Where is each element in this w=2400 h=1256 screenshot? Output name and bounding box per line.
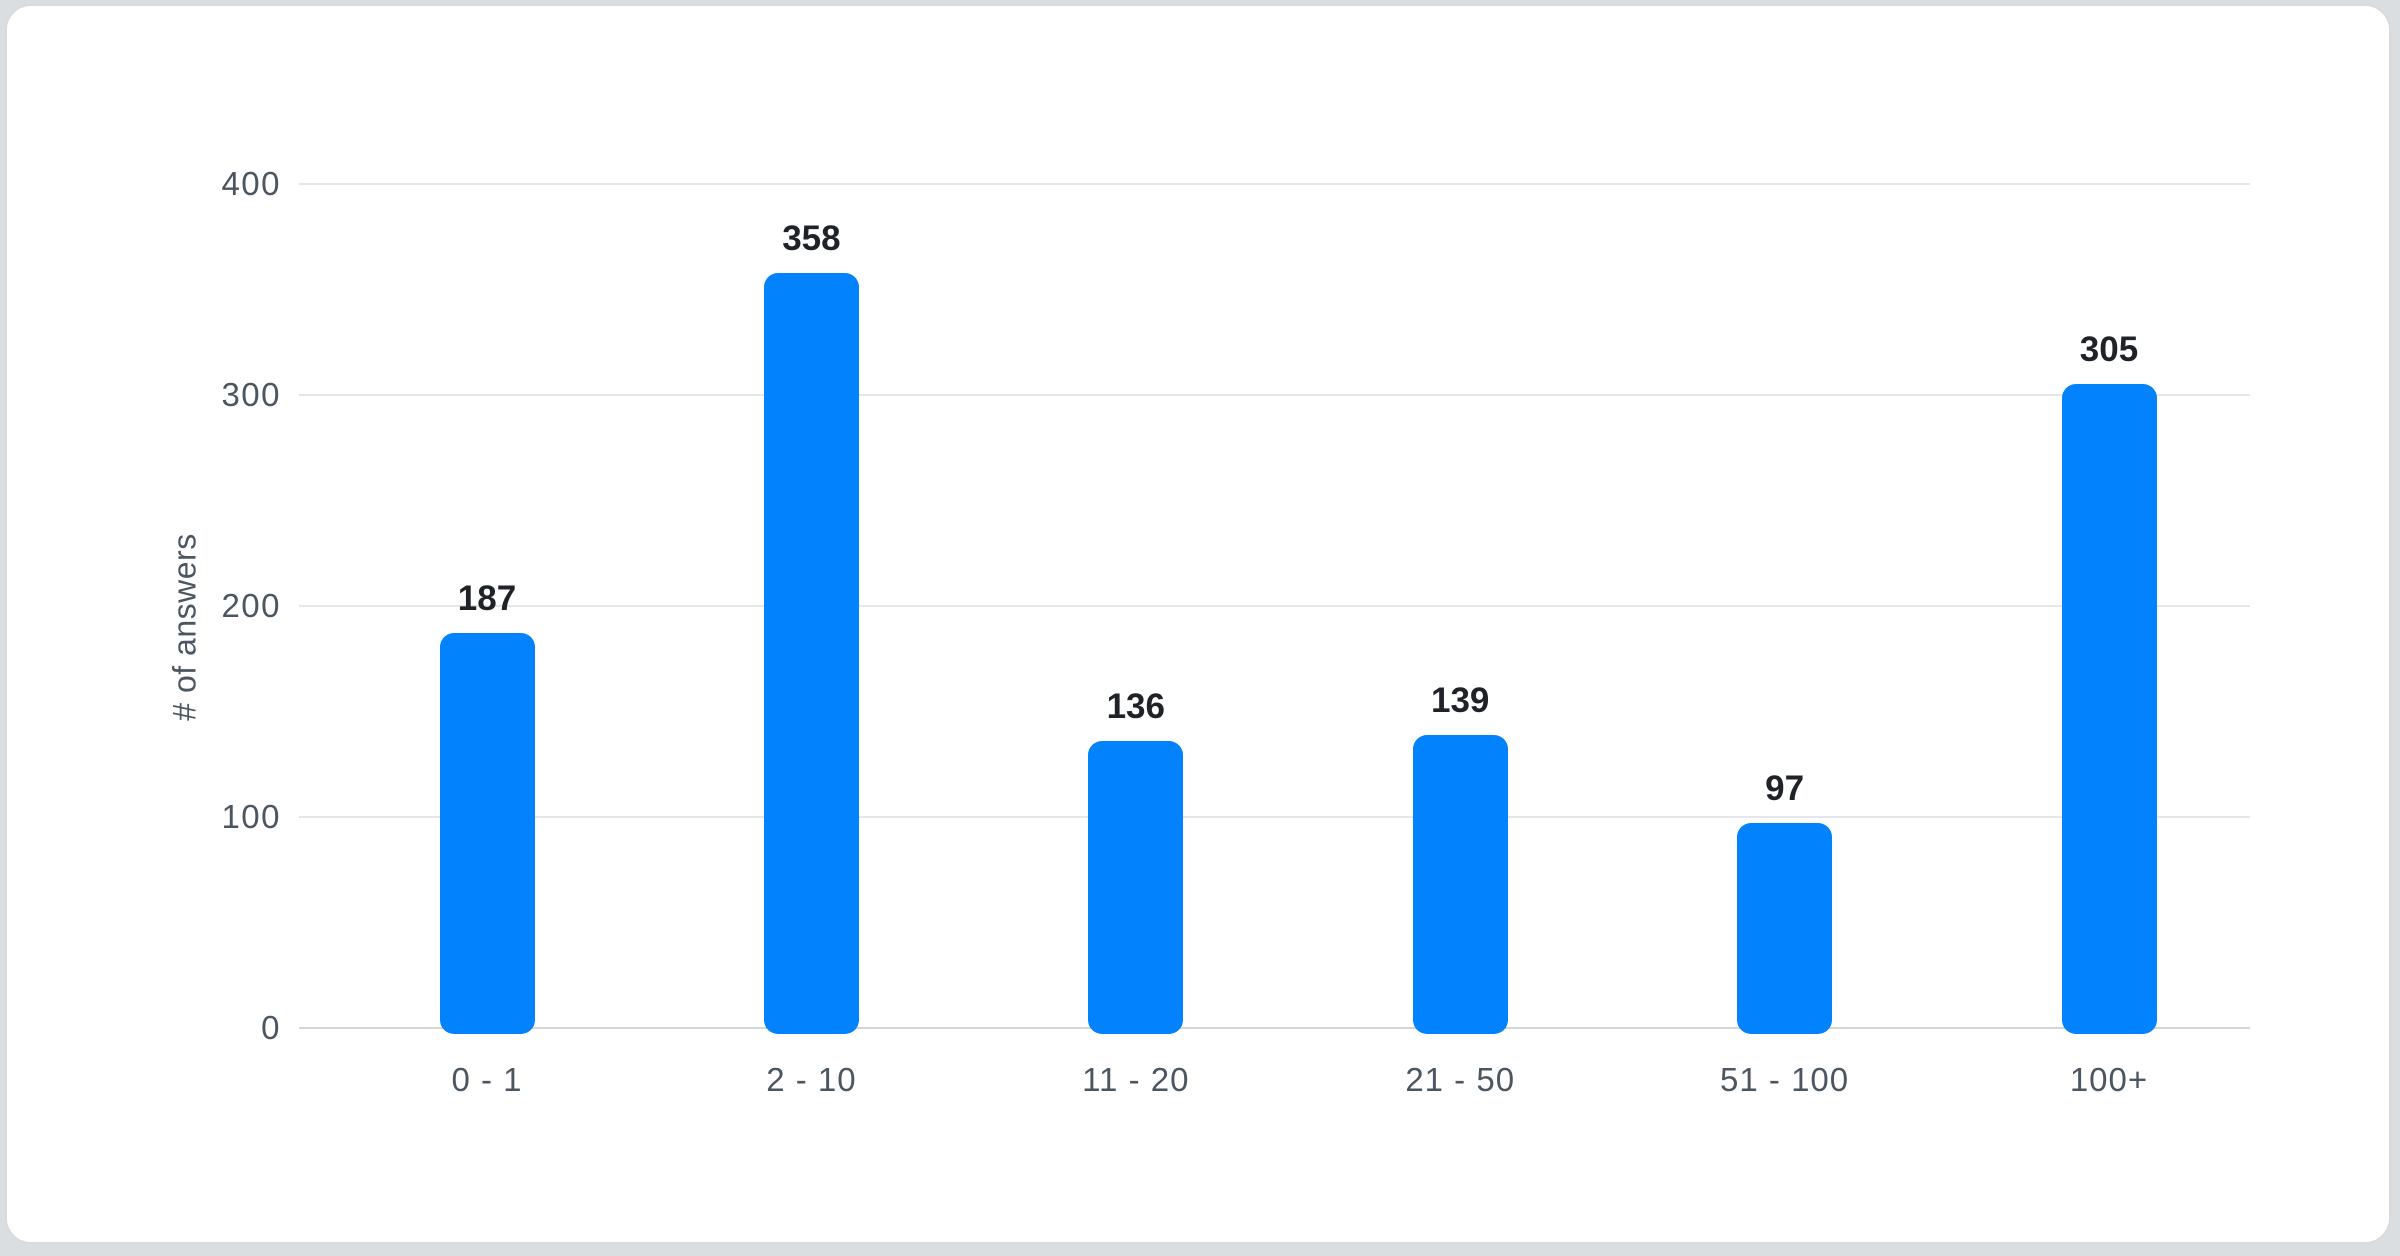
bar — [1412, 734, 1508, 1034]
x-axis-line — [299, 1027, 2250, 1029]
y-tick-label: 200 — [221, 587, 281, 624]
y-tick-label: 0 — [261, 1009, 281, 1046]
plot-area: 187 0 - 1 358 2 - 10 136 11 - 20 139 21 - 50 97 5… — [299, 183, 2250, 1098]
bar — [2061, 384, 2157, 1034]
bar — [439, 633, 535, 1034]
bar — [1088, 741, 1184, 1034]
x-tick-label: 0 - 1 — [451, 1061, 523, 1098]
gridline — [299, 605, 2250, 607]
bar-value-label: 139 — [1430, 680, 1490, 720]
gridline — [299, 183, 2250, 185]
x-tick-label: 51 - 100 — [1720, 1061, 1850, 1098]
bar — [1737, 823, 1833, 1034]
y-axis-title: # of answers — [166, 533, 203, 721]
bar-value-label: 187 — [457, 579, 517, 619]
x-tick-label: 21 - 50 — [1405, 1061, 1516, 1098]
x-tick-label: 2 - 10 — [766, 1061, 857, 1098]
chart-card: # of answers 187 0 - 1 358 2 - 10 136 11 - 20… — [5, 4, 2391, 1244]
x-tick-label: 100+ — [2069, 1061, 2149, 1098]
bar-value-label: 136 — [1106, 687, 1165, 727]
y-tick-label: 300 — [221, 376, 281, 413]
x-tick-label: 11 - 20 — [1082, 1061, 1190, 1098]
y-tick-label: 100 — [221, 798, 281, 835]
bar-value-label: 305 — [2079, 330, 2139, 370]
bar — [763, 272, 859, 1034]
gridline — [299, 816, 2250, 818]
y-tick-label: 400 — [221, 165, 281, 202]
bar-value-label: 358 — [782, 218, 841, 258]
bar-value-label: 97 — [1765, 769, 1805, 809]
gridline — [299, 394, 2250, 396]
